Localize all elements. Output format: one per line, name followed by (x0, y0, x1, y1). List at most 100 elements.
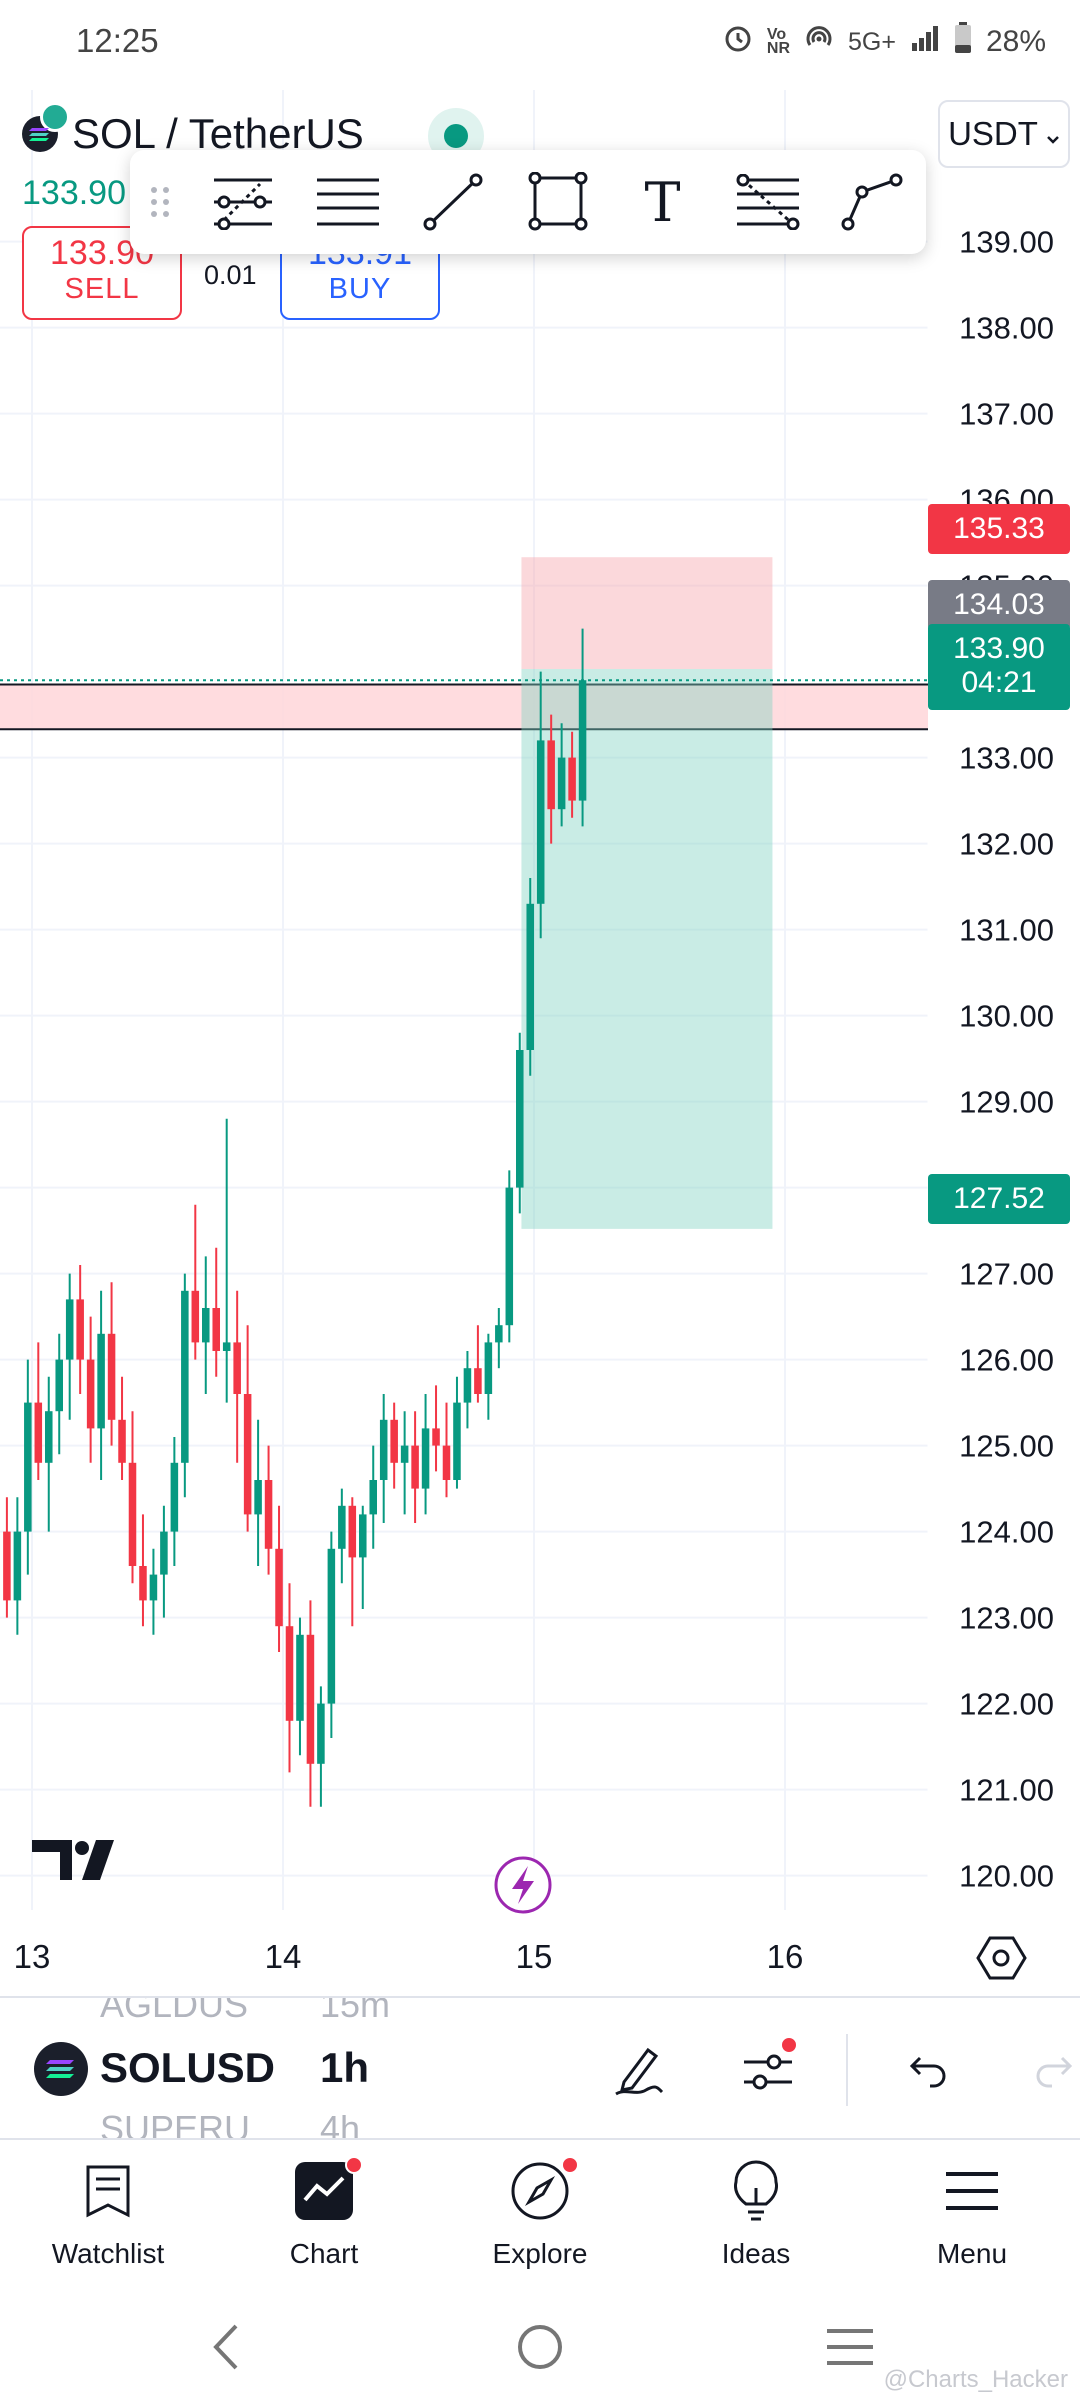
candle-body (139, 1566, 147, 1601)
candle-body (568, 757, 576, 801)
candle (421, 1394, 430, 1515)
chevron-down-icon (1046, 115, 1060, 153)
candle-body (254, 1480, 262, 1515)
tab-menu[interactable]: Menu (864, 2142, 1080, 2292)
y-tick-label: 129.00 (959, 1085, 1054, 1120)
drawing-pen-icon[interactable] (602, 2034, 674, 2106)
candle (317, 1686, 325, 1807)
candle-body (201, 1308, 210, 1343)
candle (348, 1497, 357, 1627)
candle (243, 1325, 252, 1532)
candle (181, 1273, 189, 1498)
undo-icon[interactable] (890, 2034, 962, 2106)
candle-body (495, 1325, 503, 1343)
candle-body (275, 1548, 283, 1627)
candle-body (348, 1505, 357, 1558)
header-last-price: 133.90 (22, 174, 126, 212)
path-tool-icon[interactable] (820, 150, 925, 254)
candle (118, 1376, 126, 1480)
candle-body (536, 740, 545, 904)
stop-loss-zone (521, 557, 773, 670)
hotspot-icon (804, 23, 834, 61)
currency-select[interactable]: USDT (938, 100, 1070, 168)
candle (453, 1376, 461, 1489)
drag-handle-icon[interactable] (130, 150, 190, 254)
home-icon[interactable] (500, 2312, 580, 2382)
chart-icon (289, 2156, 363, 2226)
y-tick-label: 139.00 (959, 225, 1054, 260)
lightbulb-icon (721, 2156, 791, 2226)
chart-settings-icon[interactable] (976, 1936, 1027, 1980)
candle-body (400, 1445, 409, 1463)
redo-icon[interactable] (1020, 2034, 1080, 2106)
candle-body (453, 1402, 461, 1480)
line-tool-icon[interactable] (400, 150, 505, 254)
fib-tool-icon[interactable] (715, 150, 820, 254)
candle (285, 1583, 294, 1773)
candle (13, 1497, 22, 1635)
candle (296, 1617, 304, 1756)
tab-watchlist[interactable]: Watchlist (0, 2142, 216, 2292)
text-tool-glyph: T (644, 170, 681, 234)
candle (24, 1359, 32, 1575)
take-profit-price-tag: 127.52 (928, 1174, 1070, 1224)
buy-label: BUY (328, 273, 392, 305)
candle-body (24, 1402, 32, 1532)
symbol-title[interactable]: SOL / TetherUS (72, 110, 364, 157)
battery-icon (954, 22, 972, 62)
network-type: 5G+ (848, 27, 896, 56)
recents-icon[interactable] (810, 2312, 890, 2382)
symbol-interval-bar: AGLDUS 15m SOLUSD 1h SUPERU 4h (0, 1996, 1080, 2140)
candle (390, 1402, 398, 1489)
candle-body (557, 757, 566, 810)
horizontal-lines-tool-icon[interactable] (295, 150, 400, 254)
text-tool-icon[interactable]: T (610, 150, 715, 254)
candle (358, 1505, 367, 1609)
candle-body (338, 1505, 346, 1549)
trend-line-tool-icon[interactable] (190, 150, 295, 254)
y-tick-label: 121.00 (959, 1773, 1054, 1808)
compass-icon (505, 2156, 579, 2226)
symbol-picker[interactable]: SOLUSD (100, 2044, 276, 2091)
y-tick-label: 122.00 (959, 1687, 1054, 1722)
symbol-header[interactable]: SOL / TetherUS (22, 102, 364, 164)
candle-body (578, 680, 587, 801)
bottom-tab-bar: Watchlist Chart Explore Ideas Menu (0, 2142, 1080, 2292)
candle-body (327, 1548, 336, 1704)
lightning-icon[interactable] (494, 1856, 552, 1914)
y-tick-label: 120.00 (959, 1859, 1054, 1894)
candle (170, 1437, 179, 1566)
candle-body (243, 1394, 252, 1515)
indicators-icon[interactable] (732, 2034, 804, 2106)
candle (233, 1290, 241, 1463)
candle (222, 1118, 231, 1403)
candle (44, 1376, 53, 1532)
battery-level: 28% (985, 25, 1046, 58)
back-icon[interactable] (186, 2312, 266, 2382)
interval-picker[interactable]: 1h (320, 2044, 370, 2091)
candle-body (285, 1626, 294, 1721)
candle-body (86, 1359, 95, 1429)
candle (369, 1445, 378, 1549)
candle-countdown: 04:21 (961, 666, 1037, 699)
divider (846, 2034, 848, 2106)
candle (400, 1411, 409, 1515)
solana-logo-icon (22, 102, 70, 152)
y-tick-label: 137.00 (959, 397, 1054, 432)
candle-body (547, 740, 555, 810)
tab-explore[interactable]: Explore (432, 2142, 648, 2292)
candle (547, 714, 555, 844)
candle-body (65, 1299, 74, 1360)
candle (212, 1247, 221, 1377)
tab-label: Explore (492, 2238, 588, 2269)
volte-icon: Vo NR (766, 26, 790, 57)
rectangle-tool-icon[interactable] (505, 150, 610, 254)
candle (201, 1256, 210, 1394)
tab-chart[interactable]: Chart (216, 2142, 432, 2292)
y-tick-label: 124.00 (959, 1515, 1054, 1550)
tab-ideas[interactable]: Ideas (648, 2142, 864, 2292)
candle-body (160, 1531, 168, 1575)
candle (34, 1342, 43, 1480)
y-tick-label: 130.00 (959, 999, 1054, 1034)
candle-body (411, 1445, 419, 1489)
